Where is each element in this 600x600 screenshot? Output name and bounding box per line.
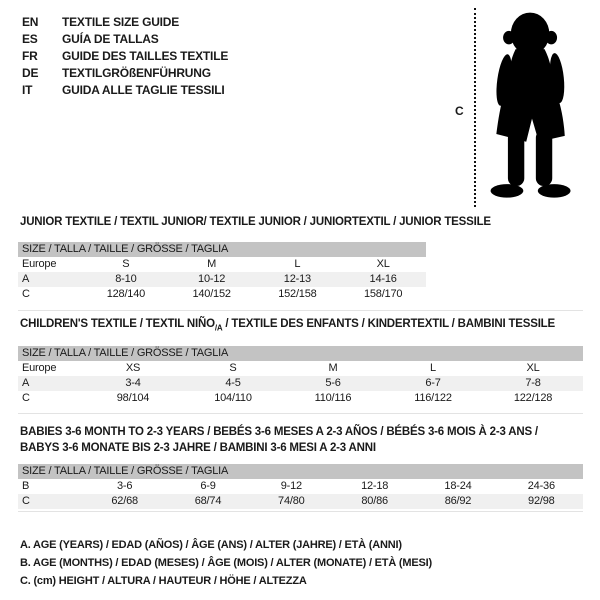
cell: 158/170 (363, 288, 403, 300)
language-row-it: IT GUIDA ALLE TAGLIE TESSILI (22, 81, 228, 98)
table-row: A 8-10 10-12 12-13 14-16 (18, 272, 426, 287)
cell: 12-18 (361, 480, 389, 492)
row-label: Europe (22, 258, 57, 270)
height-measure-line (474, 8, 476, 207)
table-row: Europe XS S M L XL (18, 361, 583, 376)
size-header-bar: SIZE / TALLA / TAILLE / GRÖSSE / TAGLIA (18, 346, 583, 361)
section-divider (18, 310, 583, 311)
note-b: B. AGE (MONTHS) / EDAD (MESES) / ÂGE (MO… (20, 557, 432, 569)
language-title: GUÍA DE TALLAS (62, 31, 159, 46)
cell: XS (125, 362, 141, 374)
cell: 68/74 (194, 495, 222, 507)
cell: 86/92 (444, 495, 472, 507)
note-a: A. AGE (YEARS) / EDAD (AÑOS) / ÂGE (ANS)… (20, 539, 402, 551)
cell: 5-6 (325, 377, 341, 389)
language-title-list: EN TEXTILE SIZE GUIDE ES GUÍA DE TALLAS … (22, 13, 228, 98)
cell: 7-8 (525, 377, 541, 389)
cell: 80/86 (361, 495, 388, 507)
row-label: B (22, 480, 30, 492)
cell: 24-36 (527, 480, 555, 492)
cell: S (229, 362, 237, 374)
language-row-de: DE TEXTILGRÖßENFÜHRUNG (22, 64, 228, 81)
language-title: GUIDE DES TAILLES TEXTILE (62, 48, 229, 63)
cell: 116/122 (414, 392, 452, 404)
cell: L (430, 362, 436, 374)
cell: 10-12 (198, 273, 226, 285)
children-table: SIZE / TALLA / TAILLE / GRÖSSE / TAGLIA … (18, 346, 583, 406)
cell: L (294, 258, 301, 270)
cell: 9-12 (280, 480, 302, 492)
language-row-en: EN TEXTILE SIZE GUIDE (22, 13, 228, 30)
language-title: TEXTILGRÖßENFÜHRUNG (62, 65, 211, 80)
cell: 152/158 (278, 288, 317, 300)
size-header-bar: SIZE / TALLA / TAILLE / GRÖSSE / TAGLIA (18, 464, 583, 479)
note-c: C. (cm) HEIGHT / ALTURA / HAUTEUR / HÖHE… (20, 575, 307, 587)
cell: 128/140 (106, 288, 146, 300)
cell: 110/116 (314, 392, 352, 404)
cell: 92/98 (528, 495, 555, 507)
babies-table-title: BABIES 3-6 MONTH TO 2-3 YEARS / BEBÉS 3-… (20, 424, 538, 456)
row-label: Europe (22, 362, 57, 374)
title-subscript: /A (214, 323, 223, 333)
cell: 62/68 (111, 495, 138, 507)
row-label: C (22, 288, 30, 300)
table-row: C 62/68 68/74 74/80 80/86 86/92 92/98 (18, 494, 583, 509)
cell: XL (376, 258, 390, 270)
cell: 8-10 (115, 273, 137, 285)
cell: 98/104 (116, 392, 150, 404)
cell: 6-7 (425, 377, 441, 389)
table-row: C 128/140 140/152 152/158 158/170 (18, 287, 426, 302)
cell: 12-13 (283, 273, 311, 285)
children-table-title: CHILDREN'S TEXTILE / TEXTIL NIÑO/A / TEX… (20, 318, 555, 332)
title-line: BABYS 3-6 MONATE BIS 2-3 JAHRE / BAMBINI… (20, 442, 376, 454)
legend-notes: A. AGE (YEARS) / EDAD (AÑOS) / ÂGE (ANS)… (20, 536, 432, 590)
title-text: CHILDREN'S TEXTILE / TEXTIL NIÑO (20, 318, 215, 330)
junior-table: SIZE / TALLA / TAILLE / GRÖSSE / TAGLIA … (18, 242, 426, 302)
table-row: B 3-6 6-9 9-12 12-18 18-24 24-36 (18, 479, 583, 494)
row-label: A (22, 377, 30, 389)
cell: XL (526, 362, 540, 374)
language-row-es: ES GUÍA DE TALLAS (22, 30, 228, 47)
cell: 3-4 (125, 377, 141, 389)
language-code: IT (22, 82, 33, 97)
language-title: TEXTILE SIZE GUIDE (62, 14, 180, 29)
language-code: FR (22, 48, 38, 63)
language-code: DE (22, 65, 39, 80)
cell: 18-24 (444, 480, 472, 492)
language-title: GUIDA ALLE TAGLIE TESSILI (62, 82, 225, 97)
cell: 14-16 (369, 273, 397, 285)
cell: M (207, 258, 217, 270)
height-measure-label: C (455, 104, 464, 118)
cell: 6-9 (200, 480, 216, 492)
table-row: Europe S M L XL (18, 257, 426, 272)
table-row: C 98/104 104/110 110/116 116/122 122/128 (18, 391, 583, 406)
babies-table: SIZE / TALLA / TAILLE / GRÖSSE / TAGLIA … (18, 464, 583, 509)
size-header-bar: SIZE / TALLA / TAILLE / GRÖSSE / TAGLIA (18, 242, 426, 257)
row-label: A (22, 273, 30, 285)
language-code: EN (22, 14, 39, 29)
cell: 3-6 (117, 480, 133, 492)
cell: 4-5 (225, 377, 241, 389)
title-text: / TEXTILE DES ENFANTS / KINDERTEXTIL / B… (222, 318, 555, 330)
toddler-silhouette-icon (490, 12, 571, 198)
table-row: A 3-4 4-5 5-6 6-7 7-8 (18, 376, 583, 391)
cell: 122/128 (513, 392, 553, 404)
cell: S (122, 258, 130, 270)
row-label: C (22, 495, 30, 507)
language-row-fr: FR GUIDE DES TAILLES TEXTILE (22, 47, 228, 64)
cell: 104/110 (214, 392, 252, 404)
row-label: C (22, 392, 30, 404)
section-divider (18, 413, 583, 414)
cell: 140/152 (192, 288, 231, 300)
section-divider (18, 511, 583, 512)
junior-table-title: JUNIOR TEXTILE / TEXTIL JUNIOR/ TEXTILE … (20, 216, 491, 228)
cell: M (328, 362, 338, 374)
cell: 74/80 (278, 495, 305, 507)
title-line: BABIES 3-6 MONTH TO 2-3 YEARS / BEBÉS 3-… (20, 426, 538, 438)
language-code: ES (22, 31, 38, 46)
